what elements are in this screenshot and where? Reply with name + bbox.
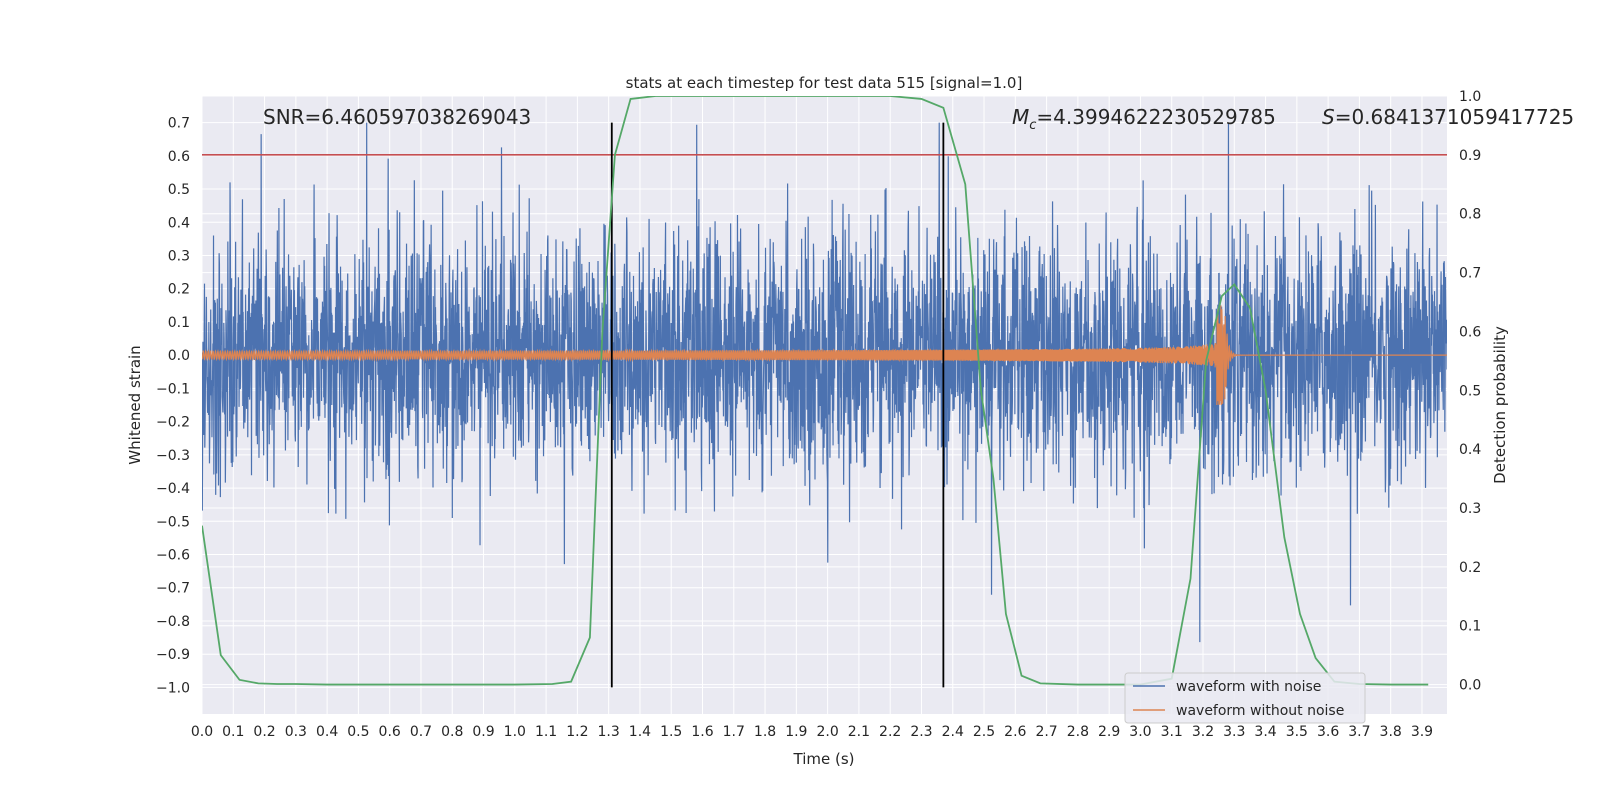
x-tick-label: 0.7	[410, 724, 432, 740]
y-left-tick-label: 0.5	[168, 182, 190, 198]
y-axis-right-label: Detection probability	[1491, 326, 1509, 484]
y-left-tick-label: 0.2	[168, 282, 190, 298]
x-tick-label: 1.3	[598, 724, 620, 740]
x-tick-label: 3.5	[1286, 724, 1308, 740]
chirp-mass-symbol: M	[1012, 105, 1029, 129]
s-value: =0.6841371059417725	[1335, 105, 1574, 129]
x-tick-label: 1.4	[629, 724, 651, 740]
chirp-mass-subscript: c	[1029, 118, 1036, 133]
y-left-tick-label: 0.7	[168, 116, 190, 132]
x-tick-label: 2.6	[1004, 724, 1026, 740]
y-left-tick-label: −0.6	[156, 548, 190, 564]
y-right-tick-label: 0.7	[1459, 266, 1481, 282]
x-tick-label: 2.8	[1067, 724, 1089, 740]
y-right-tick-label: 0.3	[1459, 501, 1481, 517]
y-left-tick-label: 0.6	[168, 149, 190, 165]
legend-label-noise: waveform with noise	[1176, 679, 1321, 695]
series-layer	[202, 96, 1447, 688]
x-tick-label: 2.1	[848, 724, 870, 740]
x-tick-label: 1.9	[785, 724, 807, 740]
s-annotation: S=0.6841371059417725	[1322, 105, 1574, 129]
x-tick-label: 0.6	[379, 724, 401, 740]
x-tick-label: 3.4	[1254, 724, 1276, 740]
x-tick-label: 2.3	[910, 724, 932, 740]
x-tick-label: 0.4	[316, 724, 338, 740]
y-right-tick-label: 1.0	[1459, 89, 1481, 105]
x-tick-label: 0.1	[222, 724, 244, 740]
y-left-tick-label: 0.0	[168, 348, 190, 364]
y-right-tick-label: 0.8	[1459, 207, 1481, 223]
y-left-tick-label: −1.0	[156, 680, 190, 696]
x-tick-label: 3.0	[1129, 724, 1151, 740]
y-left-tick-label: −0.8	[156, 614, 190, 630]
x-tick-label: 1.2	[566, 724, 588, 740]
x-tick-label: 3.6	[1317, 724, 1339, 740]
legend: waveform with noise waveform without noi…	[1124, 672, 1366, 724]
y-axis-left-label: Whitened strain	[126, 345, 144, 464]
y-left-tick-label: −0.3	[156, 448, 190, 464]
x-tick-label: 2.2	[879, 724, 901, 740]
x-tick-label: 0.3	[285, 724, 307, 740]
chart-title: stats at each timestep for test data 515…	[626, 74, 1023, 92]
x-tick-label: 2.0	[816, 724, 838, 740]
x-tick-label: 1.5	[660, 724, 682, 740]
y-left-tick-label: 0.3	[168, 248, 190, 264]
snr-annotation: SNR=6.460597038269043	[263, 105, 531, 129]
chirp-mass-annotation: Mc=4.3994622230529785	[1012, 105, 1276, 133]
x-axis-label: Time (s)	[793, 750, 855, 768]
x-tick-label: 3.1	[1161, 724, 1183, 740]
series-detection-probability	[202, 96, 1429, 686]
y-right-tick-label: 0.1	[1459, 619, 1481, 635]
y-left-tick-label: −0.2	[156, 415, 190, 431]
x-tick-label: 1.8	[754, 724, 776, 740]
x-tick-label: 2.9	[1098, 724, 1120, 740]
x-tick-label: 3.8	[1380, 724, 1402, 740]
y-right-tick-label: 0.9	[1459, 148, 1481, 164]
x-tick-label: 3.9	[1411, 724, 1433, 740]
legend-label-clean: waveform without noise	[1176, 703, 1344, 719]
x-tick-label: 2.5	[973, 724, 995, 740]
x-tick-label: 3.3	[1223, 724, 1245, 740]
y-left-tick-label: 0.1	[168, 315, 190, 331]
x-tick-label: 1.0	[504, 724, 526, 740]
x-tick-label: 3.7	[1348, 724, 1370, 740]
y-right-tick-label: 0.5	[1459, 383, 1481, 399]
legend-box	[1124, 672, 1366, 724]
x-tick-label: 1.6	[691, 724, 713, 740]
y-right-tick-label: 0.0	[1459, 678, 1481, 694]
tick-labels: 0.0 0.1 0.2 0.3 0.4 0.5 0.6 0.7 0.8 0.9 1.0 1.1 1.2 1…	[156, 89, 1481, 740]
series-waveform-without-noise	[202, 305, 1447, 405]
series-waveform-with-noise	[202, 122, 1447, 643]
y-right-tick-label: 0.2	[1459, 560, 1481, 576]
x-tick-label: 2.7	[1035, 724, 1057, 740]
x-tick-label: 0.8	[441, 724, 463, 740]
x-tick-label: 3.2	[1192, 724, 1214, 740]
x-tick-label: 0.5	[347, 724, 369, 740]
y-right-tick-label: 0.4	[1459, 442, 1481, 458]
x-tick-label: 1.7	[723, 724, 745, 740]
y-left-tick-label: −0.4	[156, 481, 190, 497]
y-right-tick-label: 0.6	[1459, 324, 1481, 340]
y-left-tick-label: −0.9	[156, 647, 190, 663]
y-left-tick-label: −0.5	[156, 514, 190, 530]
chirp-mass-value: =4.3994622230529785	[1036, 105, 1275, 129]
y-left-tick-label: −0.7	[156, 581, 190, 597]
x-tick-label: 2.4	[942, 724, 964, 740]
y-left-tick-label: 0.4	[168, 215, 190, 231]
x-tick-label: 0.9	[472, 724, 494, 740]
x-tick-label: 1.1	[535, 724, 557, 740]
y-left-tick-label: −0.1	[156, 381, 190, 397]
x-tick-label: 0.0	[191, 724, 213, 740]
s-symbol: S	[1322, 105, 1335, 129]
x-tick-label: 0.2	[253, 724, 275, 740]
